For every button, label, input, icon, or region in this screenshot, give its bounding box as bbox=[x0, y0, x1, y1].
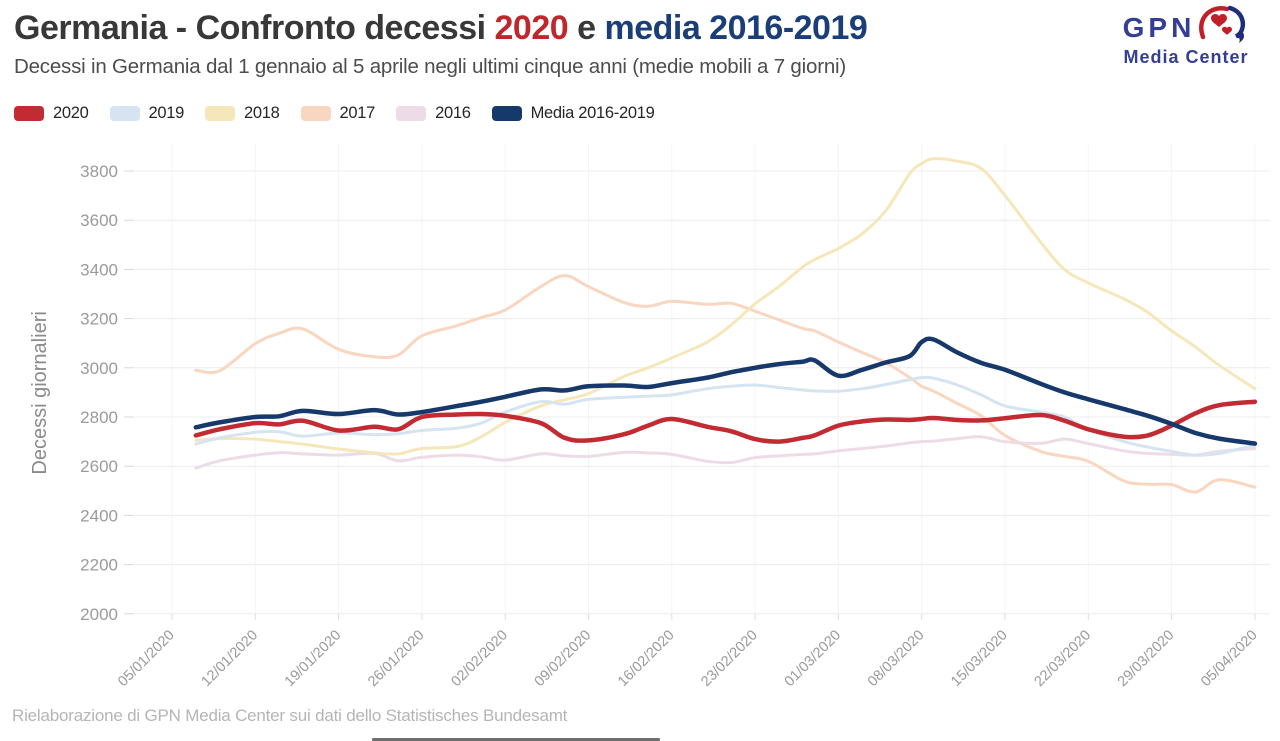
legend-label: 2016 bbox=[435, 104, 471, 122]
gpn-logo: GPN Media Center bbox=[1096, 4, 1276, 68]
legend-item-2018[interactable]: 2018 bbox=[205, 104, 280, 123]
deaths-line-chart: 05/01/2020 12/01/2020 19/01/2020 26/01/2020… bbox=[29, 144, 1270, 690]
x-tick-label: 26/01/2020 bbox=[365, 627, 428, 690]
footer-source-text: Rielaborazione di GPN Media Center sui d… bbox=[12, 706, 568, 725]
x-tick-label: 09/02/2020 bbox=[532, 627, 595, 690]
y-axis: 2000 2200 2400 2600 2800 3000 3200 3400 3600 3800 bbox=[80, 162, 1270, 624]
y-tick-label: 3400 bbox=[80, 260, 118, 279]
x-tick-label: 08/03/2020 bbox=[865, 627, 928, 690]
logo-gpn-text: GPN bbox=[1122, 11, 1196, 43]
legend-item-2019[interactable]: 2019 bbox=[109, 104, 185, 123]
legend-swatch bbox=[205, 106, 236, 121]
x-tick-label: 05/01/2020 bbox=[115, 627, 178, 690]
legend-item-2016[interactable]: 2016 bbox=[396, 104, 471, 123]
x-tick-label: 23/02/2020 bbox=[698, 627, 761, 690]
legend-label: 2018 bbox=[244, 104, 280, 122]
chart-legend: 2020 2019 2018 2017 2016 Media 2016-2019 bbox=[14, 104, 676, 123]
y-tick-label: 2000 bbox=[80, 605, 118, 624]
legend-label: 2019 bbox=[148, 104, 185, 122]
globe-icon bbox=[1197, 4, 1249, 51]
title-main: Germania - Confronto decessi bbox=[14, 9, 486, 47]
legend-item-2017[interactable]: 2017 bbox=[300, 104, 376, 123]
header: Germania - Confronto decessi 2020 e medi… bbox=[14, 6, 1266, 79]
x-tick-label: 22/03/2020 bbox=[1031, 627, 1094, 690]
y-tick-label: 3000 bbox=[80, 359, 118, 378]
logo-top-row: GPN bbox=[1096, 4, 1276, 51]
y-tick-label: 2200 bbox=[80, 556, 118, 575]
y-axis-title: Decessi giornalieri bbox=[29, 311, 51, 474]
series-line-2019 bbox=[194, 375, 1257, 457]
legend-swatch bbox=[14, 106, 44, 121]
y-tick-label: 3200 bbox=[80, 310, 118, 329]
x-tick-label: 29/03/2020 bbox=[1115, 627, 1178, 690]
legend-label: 2017 bbox=[339, 104, 376, 122]
legend-label: 2020 bbox=[53, 104, 89, 122]
series-line-2020 bbox=[193, 399, 1258, 444]
title-connector: e bbox=[577, 9, 596, 47]
video-progress-bar-artifact bbox=[372, 738, 660, 741]
legend-item-media-2016-2019[interactable]: Media 2016-2019 bbox=[491, 104, 655, 123]
series-line-2017 bbox=[194, 274, 1257, 494]
x-tick-label: 05/04/2020 bbox=[1198, 627, 1261, 690]
y-tick-label: 2400 bbox=[80, 506, 118, 525]
logo-media-center-text: Media Center bbox=[1123, 47, 1249, 67]
legend-swatch bbox=[300, 106, 331, 121]
x-tick-label: 19/01/2020 bbox=[282, 627, 345, 690]
title-year-2020: 2020 bbox=[494, 9, 569, 47]
x-tick-label: 16/02/2020 bbox=[615, 627, 678, 690]
series-line-media-2016-2019 bbox=[193, 336, 1258, 446]
legend-swatch bbox=[109, 106, 140, 121]
y-tick-label: 3800 bbox=[80, 162, 118, 181]
x-tick-label: 12/01/2020 bbox=[198, 627, 261, 690]
series-line-2018 bbox=[194, 157, 1257, 456]
series-line-2016 bbox=[194, 435, 1257, 470]
y-tick-label: 2800 bbox=[80, 408, 118, 427]
page-title: Germania - Confronto decessi 2020 e medi… bbox=[14, 6, 1266, 50]
legend-item-2020[interactable]: 2020 bbox=[14, 104, 89, 123]
series-lines bbox=[193, 157, 1258, 494]
x-tick-label: 02/02/2020 bbox=[448, 627, 511, 690]
title-media-range: media 2016-2019 bbox=[604, 9, 868, 47]
subtitle: Decessi in Germania dal 1 gennaio al 5 a… bbox=[14, 55, 847, 78]
x-tick-label: 01/03/2020 bbox=[782, 627, 845, 690]
y-tick-label: 3600 bbox=[80, 211, 118, 230]
legend-label: Media 2016-2019 bbox=[530, 104, 655, 122]
legend-swatch bbox=[396, 106, 427, 121]
y-tick-label: 2600 bbox=[80, 457, 118, 476]
legend-swatch bbox=[491, 106, 522, 121]
x-tick-label: 15/03/2020 bbox=[948, 627, 1011, 690]
